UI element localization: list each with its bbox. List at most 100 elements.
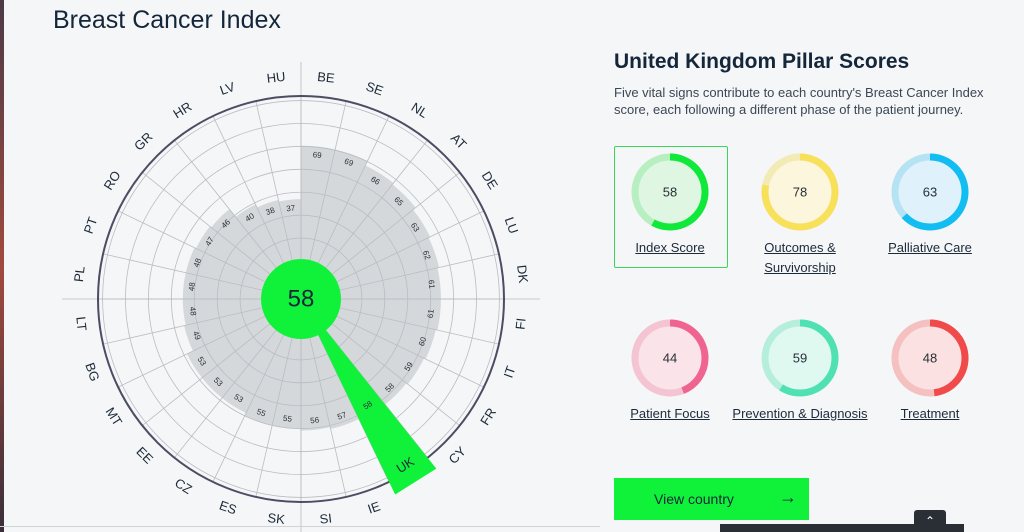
pillar-label[interactable]: Index Score (635, 240, 705, 255)
highlight-bar-UK[interactable] (301, 299, 437, 495)
country-label-BE[interactable]: BE (317, 69, 336, 86)
pillar-index-score[interactable]: 58 Index Score (600, 150, 740, 258)
gauge-fill (631, 319, 709, 397)
grid-spoke (174, 328, 278, 458)
country-label-DE[interactable]: DE (479, 169, 501, 193)
value-label-LT: 48 (188, 306, 198, 316)
country-bar-SE[interactable] (301, 149, 368, 299)
value-label-PT: 48 (192, 257, 204, 269)
gauge-value: 44 (663, 350, 677, 365)
grid-spoke (255, 335, 293, 497)
pillar-label[interactable]: Palliative Care (888, 240, 972, 255)
bottom-toolbar (720, 524, 964, 532)
view-country-label: View country (654, 491, 734, 507)
country-label-LT[interactable]: LT (73, 316, 90, 332)
panel-description: Five vital signs contribute to each coun… (614, 85, 984, 117)
gauge-fill (761, 319, 839, 397)
value-label-BE: 69 (312, 150, 322, 160)
radial-bar-chart: 6969666563626161605958585756555553535349… (62, 62, 540, 532)
chevron-up-icon[interactable]: ⌃ (914, 510, 946, 532)
grid-spoke (335, 210, 485, 283)
value-label-SK: 55 (283, 414, 293, 424)
gauge-fill (761, 153, 839, 231)
pillar-gauge: 63 (891, 153, 969, 231)
country-label-NL[interactable]: NL (409, 99, 431, 121)
gauge-fill (631, 153, 709, 231)
country-label-LU[interactable]: LU (502, 215, 522, 236)
value-label-HU: 37 (286, 203, 296, 213)
pillar-patient-focus[interactable]: 44 Patient Focus (600, 316, 740, 424)
gauge-value: 78 (793, 184, 807, 199)
view-country-button[interactable]: View country → (614, 478, 809, 520)
country-label-LV[interactable]: LV (218, 79, 237, 98)
country-label-HU[interactable]: HU (266, 69, 286, 86)
gauge-value: 59 (793, 350, 807, 365)
grid-spoke (103, 253, 265, 291)
value-label-PL: 48 (187, 281, 197, 291)
grid-spoke (174, 140, 278, 270)
grid-spoke (330, 322, 460, 426)
country-label-PT[interactable]: PT (81, 215, 101, 236)
country-label-DK[interactable]: DK (514, 264, 531, 284)
country-label-RO[interactable]: RO (101, 168, 124, 192)
value-label-ES: 55 (255, 407, 267, 419)
grid-spoke (117, 210, 267, 283)
pillar-gauge: 48 (891, 319, 969, 397)
page-title: Breast Cancer Index (53, 6, 281, 34)
country-label-SK[interactable]: SK (267, 510, 286, 527)
country-label-FR[interactable]: FR (477, 405, 499, 428)
pillar-prevention-diagnosis[interactable]: 59 Prevention & Diagnosis (730, 316, 870, 424)
grid-spoke (309, 101, 347, 263)
grid-spoke (142, 322, 272, 426)
country-label-ES[interactable]: ES (217, 498, 239, 518)
value-label-IT: 60 (417, 335, 429, 347)
country-label-IE[interactable]: IE (366, 498, 383, 516)
gauge-fill (891, 319, 969, 397)
arrow-right-icon: → (779, 487, 797, 507)
country-label-FI[interactable]: FI (512, 317, 528, 330)
pillar-label[interactable]: Outcomes & Survivorship (764, 240, 836, 275)
left-edge-strip (0, 0, 4, 532)
country-label-SE[interactable]: SE (364, 79, 386, 99)
value-label-BG: 49 (191, 330, 203, 342)
selected-pillar-frame (614, 146, 728, 268)
gauge-value: 48 (923, 350, 937, 365)
country-label-SI[interactable]: SI (319, 510, 333, 526)
pillar-palliative-care[interactable]: 63 Palliative Care (860, 150, 1000, 258)
country-label-PL[interactable]: PL (71, 265, 88, 282)
gauge-value: 63 (923, 184, 937, 199)
grid-spoke (330, 172, 460, 276)
grid-spoke (103, 307, 265, 345)
country-label-EE[interactable]: EE (133, 444, 156, 467)
country-label-AT[interactable]: AT (448, 130, 470, 152)
pillar-label[interactable]: Patient Focus (630, 406, 710, 421)
value-label-IE: 57 (336, 410, 348, 422)
country-label-IT[interactable]: IT (501, 364, 519, 380)
grid-spoke (212, 115, 285, 265)
pillar-label[interactable]: Treatment (900, 406, 960, 421)
country-label-GR[interactable]: GR (131, 129, 155, 153)
value-label-LV: 38 (265, 205, 277, 217)
country-label-BG[interactable]: BG (82, 361, 102, 384)
country-label-HR[interactable]: HR (170, 99, 194, 122)
grid-spoke (142, 172, 272, 276)
value-label-SI: 56 (310, 415, 320, 425)
pillar-gauge: 59 (761, 319, 839, 397)
country-bar-NL[interactable] (301, 165, 394, 299)
pillar-outcomes-survivorship[interactable]: 78 Outcomes & Survivorship (730, 150, 870, 278)
center-score-circle (261, 259, 341, 339)
country-label-MT[interactable]: MT (103, 405, 126, 429)
panel-title: United Kingdom Pillar Scores (614, 50, 910, 73)
value-label-SE: 69 (343, 157, 355, 169)
pillar-label[interactable]: Prevention & Diagnosis (732, 406, 868, 421)
country-label-CZ[interactable]: CZ (172, 475, 195, 497)
country-label-CY[interactable]: CY (446, 443, 470, 467)
grid-spoke (317, 115, 390, 265)
pillar-gauge: 44 (631, 319, 709, 397)
center-score-value: 58 (288, 285, 315, 312)
pillar-treatment[interactable]: 48 Treatment (860, 316, 1000, 424)
grid-spoke (212, 333, 285, 483)
pillar-gauge: 58 (631, 153, 709, 231)
country-bar-AT[interactable] (301, 184, 416, 299)
grid-spoke (255, 101, 293, 263)
